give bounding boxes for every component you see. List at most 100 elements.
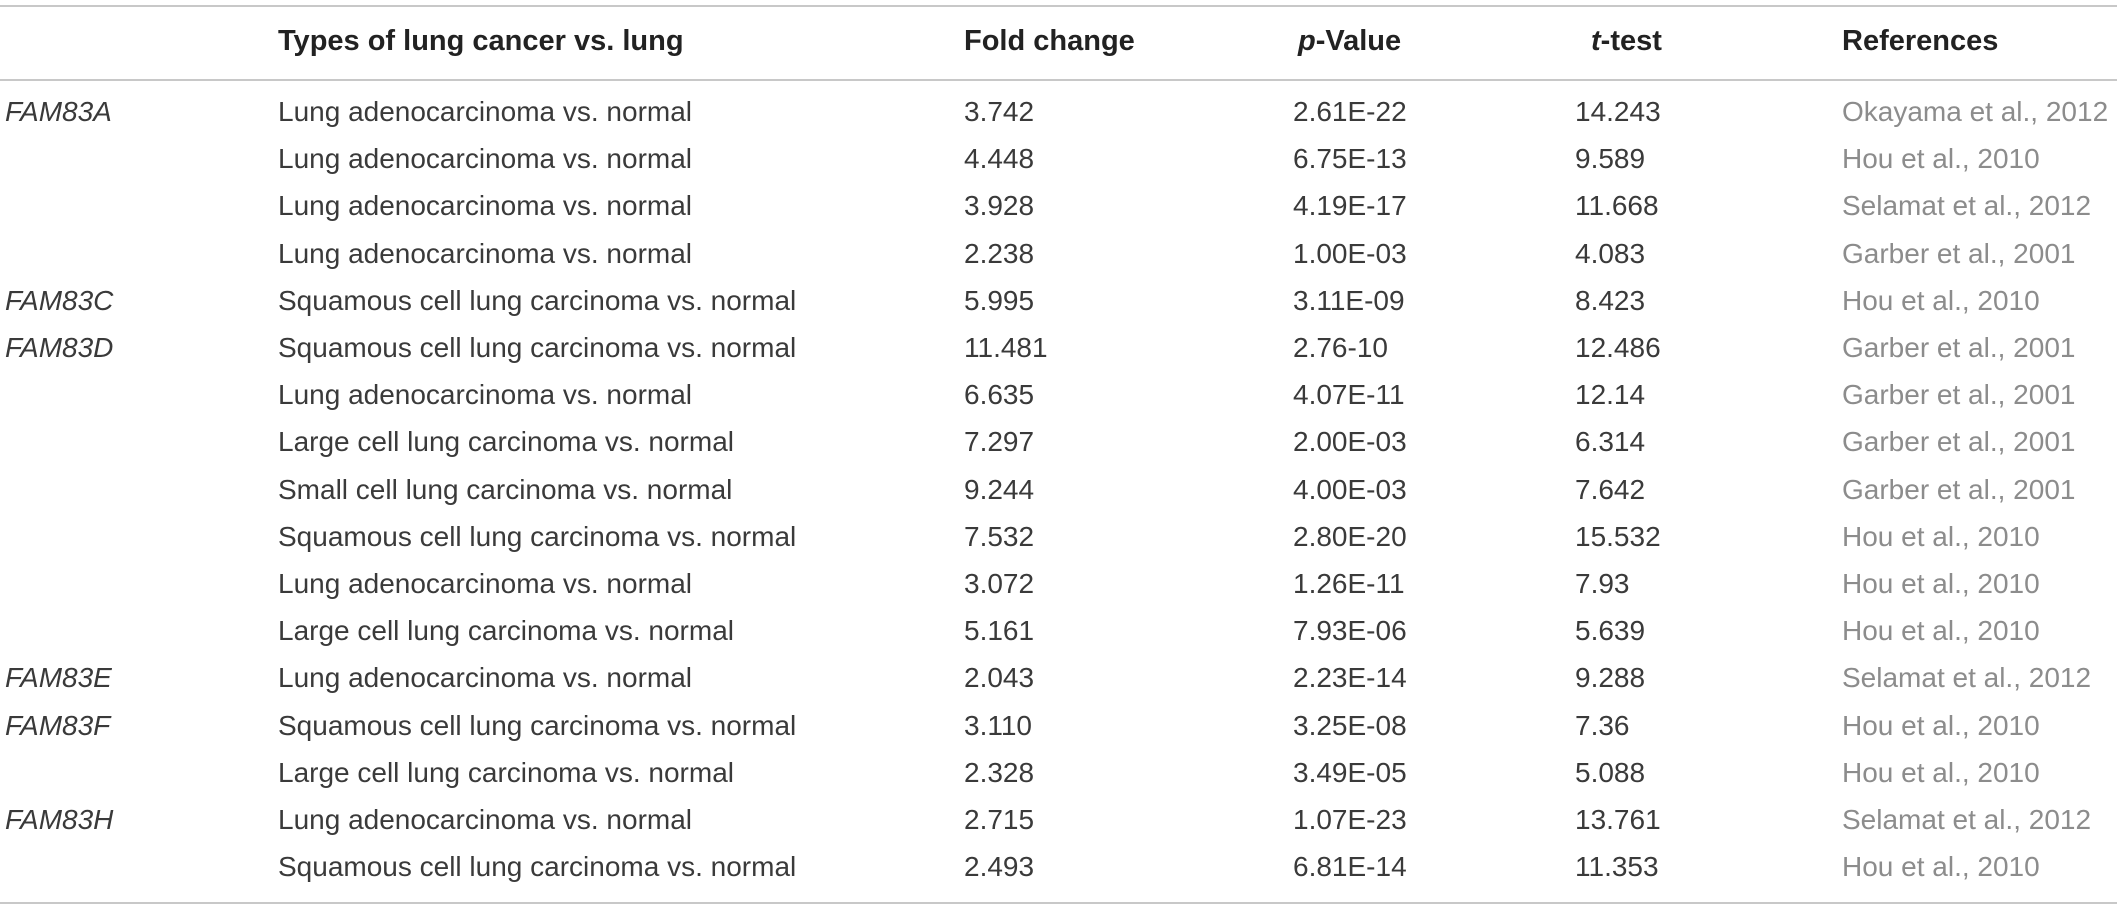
t-test-cell: 11.668 <box>1575 190 1659 222</box>
p-value-cell: 2.61E-22 <box>1293 96 1407 127</box>
fold-change-cell: 6.635 <box>964 379 1035 411</box>
table-row: FAM83D Squamous cell lung carcinoma vs. n… <box>0 324 2117 371</box>
fold-change-cell: 5.161 <box>964 615 1035 647</box>
p-value-cell: 7.93E-06 <box>1293 615 1407 647</box>
table-row: FAM83F Squamous cell lung carcinoma vs. n… <box>0 702 2117 749</box>
gene-cell: FAM83F <box>5 709 111 741</box>
type-cell: Lung adenocarcinoma vs. normal <box>278 379 693 411</box>
fold-change-cell: 9.244 <box>964 473 1035 505</box>
p-value-cell: 3.25E-08 <box>1293 709 1407 741</box>
header-t-test: t-test <box>1591 6 1662 76</box>
p-value-cell: 2.23E-14 <box>1293 662 1407 694</box>
reference-cell: Hou et al., 2010 <box>1842 615 2040 647</box>
header-rule <box>0 79 2117 81</box>
t-test-cell: 15.532 <box>1575 520 1661 552</box>
fold-change-cell: 2.493 <box>964 851 1035 883</box>
type-cell: Large cell lung carcinoma vs. normal <box>278 615 734 647</box>
reference-cell: Garber et al., 2001 <box>1842 379 2076 411</box>
table-header-row: Types of lung cancer vs. lung Fold chang… <box>0 6 2117 57</box>
p-value-cell: 2.80E-20 <box>1293 520 1407 552</box>
p-value-cell: 2.00E-03 <box>1293 426 1407 458</box>
type-cell: Squamous cell lung carcinoma vs. normal <box>278 520 797 552</box>
p-value-cell: 6.81E-14 <box>1293 851 1407 883</box>
reference-cell: Hou et al., 2010 <box>1842 520 2040 552</box>
header-type: Types of lung cancer vs. lung <box>278 25 684 57</box>
reference-cell: Selamat et al., 2012 <box>1842 190 2092 222</box>
table-row: FAM83H Lung adenocarcinoma vs. normal 2.71… <box>0 796 2117 843</box>
table-row: Lung adenocarcinoma vs. normal 3.928 4.19E… <box>0 182 2117 229</box>
type-cell: Small cell lung carcinoma vs. normal <box>278 473 733 505</box>
type-cell: Squamous cell lung carcinoma vs. normal <box>278 709 797 741</box>
p-value-cell: 4.19E-17 <box>1293 190 1407 222</box>
type-cell: Squamous cell lung carcinoma vs. normal <box>278 284 797 316</box>
fold-change-cell: 5.995 <box>964 284 1035 316</box>
gene-cell: FAM83D <box>5 332 114 363</box>
type-cell: Lung adenocarcinoma vs. normal <box>278 804 693 835</box>
p-value-cell: 4.00E-03 <box>1293 473 1407 505</box>
p-value-cell: 2.76-10 <box>1293 332 1388 363</box>
reference-cell: Selamat et al., 2012 <box>1842 804 2092 835</box>
type-cell: Large cell lung carcinoma vs. normal <box>278 426 734 458</box>
table-row: FAM83C Squamous cell lung carcinoma vs. n… <box>0 277 2117 324</box>
reference-cell: Hou et al., 2010 <box>1842 284 2040 316</box>
gene-cell: FAM83H <box>5 804 114 835</box>
gene-cell: FAM83A <box>5 96 112 127</box>
type-cell: Lung adenocarcinoma vs. normal <box>278 96 693 127</box>
type-cell: Lung adenocarcinoma vs. normal <box>278 662 693 694</box>
p-value-cell: 1.07E-23 <box>1293 804 1407 835</box>
type-cell: Lung adenocarcinoma vs. normal <box>278 143 693 175</box>
fold-change-cell: 2.715 <box>964 804 1035 835</box>
fold-change-cell: 7.297 <box>964 426 1035 458</box>
t-test-cell: 8.423 <box>1575 284 1646 316</box>
fold-change-cell: 2.043 <box>964 662 1035 694</box>
header-p-value-prefix: p <box>1298 25 1316 57</box>
t-test-cell: 11.353 <box>1575 851 1659 883</box>
reference-cell: Garber et al., 2001 <box>1842 237 2076 269</box>
fold-change-cell: 3.110 <box>964 709 1032 741</box>
table-row: Large cell lung carcinoma vs. normal 7.29… <box>0 418 2117 465</box>
t-test-cell: 7.642 <box>1575 473 1646 505</box>
top-rule <box>0 5 2117 7</box>
fold-change-cell: 3.072 <box>964 568 1035 599</box>
table-row: Squamous cell lung carcinoma vs. normal 7… <box>0 513 2117 560</box>
p-value-cell: 6.75E-13 <box>1293 143 1407 175</box>
header-t-test-suffix: -test <box>1600 25 1662 57</box>
header-references: References <box>1842 25 1999 57</box>
fold-change-cell: 2.328 <box>964 756 1035 788</box>
fold-change-cell: 7.532 <box>964 520 1035 552</box>
p-value-cell: 4.07E-11 <box>1293 379 1405 411</box>
type-cell: Lung adenocarcinoma vs. normal <box>278 568 693 599</box>
type-cell: Squamous cell lung carcinoma vs. normal <box>278 332 797 363</box>
type-cell: Lung adenocarcinoma vs. normal <box>278 190 693 222</box>
fold-change-cell: 3.928 <box>964 190 1035 222</box>
t-test-cell: 6.314 <box>1575 426 1646 458</box>
t-test-cell: 9.589 <box>1575 143 1646 175</box>
t-test-cell: 12.14 <box>1575 379 1646 411</box>
t-test-cell: 5.088 <box>1575 756 1646 788</box>
header-fold-change: Fold change <box>964 25 1135 57</box>
fold-change-cell: 3.742 <box>964 96 1035 127</box>
table-row: Lung adenocarcinoma vs. normal 2.238 1.00E… <box>0 230 2117 277</box>
t-test-cell: 13.761 <box>1575 804 1661 835</box>
table-row: Small cell lung carcinoma vs. normal 9.24… <box>0 466 2117 513</box>
reference-cell: Hou et al., 2010 <box>1842 851 2040 883</box>
reference-cell: Garber et al., 2001 <box>1842 473 2076 505</box>
reference-cell: Hou et al., 2010 <box>1842 568 2040 599</box>
table-row: Large cell lung carcinoma vs. normal 2.32… <box>0 749 2117 796</box>
t-test-cell: 7.36 <box>1575 709 1630 741</box>
reference-cell: Garber et al., 2001 <box>1842 332 2076 363</box>
table-row: Lung adenocarcinoma vs. normal 6.635 4.07E… <box>0 371 2117 418</box>
reference-cell: Hou et al., 2010 <box>1842 143 2040 175</box>
type-cell: Large cell lung carcinoma vs. normal <box>278 756 734 788</box>
fold-change-cell: 4.448 <box>964 143 1035 175</box>
table-row: Squamous cell lung carcinoma vs. normal 2… <box>0 843 2117 890</box>
t-test-cell: 12.486 <box>1575 332 1661 363</box>
table-row: Large cell lung carcinoma vs. normal 5.16… <box>0 607 2117 654</box>
gene-cell: FAM83C <box>5 284 114 316</box>
t-test-cell: 7.93 <box>1575 568 1630 599</box>
bottom-rule <box>0 902 2117 904</box>
p-value-cell: 3.11E-09 <box>1293 284 1405 316</box>
p-value-cell: 3.49E-05 <box>1293 756 1407 788</box>
reference-cell: Selamat et al., 2012 <box>1842 662 2092 694</box>
gene-cell: FAM83E <box>5 662 112 694</box>
